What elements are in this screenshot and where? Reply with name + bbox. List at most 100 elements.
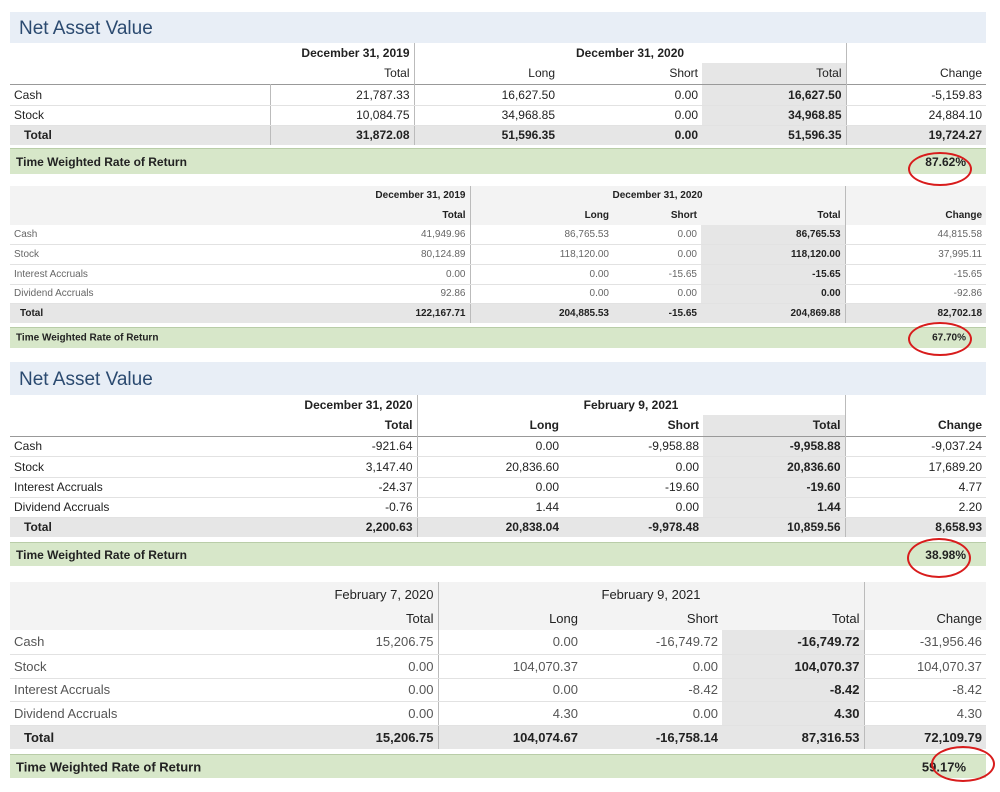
cell: 51,596.35: [413, 125, 559, 145]
nav-table-4: February 7, 2020 February 9, 2021 Total …: [10, 582, 987, 778]
cell: 37,995.11: [844, 244, 987, 265]
cell: 31,872.08: [269, 125, 414, 145]
cell: -9,958.88: [563, 436, 703, 457]
row-label: Total: [10, 303, 222, 323]
table-row: Stock 3,147.40 20,836.60 0.00 20,836.60 …: [10, 456, 986, 478]
cell: 51,596.35: [702, 125, 847, 145]
cell: -19.60: [703, 477, 845, 498]
cell: 24,884.10: [845, 105, 987, 126]
cell: 118,120.00: [701, 244, 846, 265]
table-row: Interest Accruals -24.37 0.00 -19.60 -19…: [10, 477, 986, 498]
cell: 0.00: [613, 284, 701, 304]
table-row: Dividend Accruals -0.76 1.44 0.00 1.44 2…: [10, 497, 986, 518]
cell: 1.44: [416, 497, 563, 518]
cell: 17,689.20: [844, 456, 986, 478]
row-label: Dividend Accruals: [10, 284, 222, 304]
cell: 0.00: [469, 284, 613, 304]
cell: 0.00: [582, 701, 722, 726]
nav-table: December 31, 2019 December 31, 2020 Tota…: [10, 186, 987, 323]
cell: 0.00: [559, 105, 702, 126]
cell: 4.30: [437, 701, 582, 726]
period-1-header: February 7, 2020: [226, 582, 438, 606]
cell: 104,070.37: [863, 654, 987, 679]
cell: 0.00: [613, 225, 701, 245]
table-row: Stock 10,084.75 34,968.85 0.00 34,968.85…: [10, 105, 987, 126]
cell: 44,815.58: [844, 225, 987, 245]
row-label: Cash: [10, 630, 226, 655]
cell: 204,869.88: [701, 303, 846, 323]
cell: 0.00: [559, 125, 702, 145]
total-row: Total 122,167.71 204,885.53 -15.65 204,8…: [10, 303, 987, 323]
col-header: Short: [667, 418, 699, 433]
col-header: Short: [669, 66, 698, 81]
cell: 10,084.75: [269, 105, 414, 126]
period-2-header: December 31, 2020: [413, 43, 847, 63]
table-row: Dividend Accruals 92.86 0.00 0.00 0.00 -…: [10, 284, 987, 304]
twr-label: Time Weighted Rate of Return: [16, 759, 202, 774]
row-label: Dividend Accruals: [10, 497, 272, 518]
cell: -9,958.88: [703, 436, 845, 457]
row-label: Stock: [10, 244, 222, 265]
cell: 41,949.96: [222, 225, 470, 245]
cell: 4.30: [863, 701, 987, 726]
cell: 0.00: [563, 497, 703, 518]
cell: 86,765.53: [701, 225, 846, 245]
row-label: Cash: [10, 84, 270, 106]
cell: 20,836.60: [703, 456, 845, 478]
nav-table-2: December 31, 2019 December 31, 2020 Tota…: [10, 186, 987, 348]
cell: 204,885.53: [469, 303, 613, 323]
col-header: Total: [384, 418, 413, 433]
cell: 86,765.53: [469, 225, 613, 245]
col-header: Short: [613, 205, 701, 225]
col-header: Long: [413, 63, 559, 84]
cell: 3,147.40: [272, 456, 417, 478]
col-header: Change: [844, 415, 986, 436]
cell: 2,200.63: [272, 517, 417, 537]
total-row: Total 31,872.08 51,596.35 0.00 51,596.35…: [10, 125, 987, 145]
cell: -15.65: [844, 264, 987, 285]
cell: -15.65: [701, 264, 846, 285]
nav-table: February 7, 2020 February 9, 2021 Total …: [10, 582, 987, 749]
twr-row: Time Weighted Rate of Return 87.62%: [10, 148, 986, 174]
cell: 0.00: [222, 264, 470, 285]
col-header: Total: [384, 66, 410, 81]
row-label: Total: [10, 517, 272, 537]
table-row: Cash -921.64 0.00 -9,958.88 -9,958.88 -9…: [10, 436, 986, 457]
cell: 0.00: [563, 456, 703, 478]
cell: 20,836.60: [416, 456, 563, 478]
row-label: Total: [10, 125, 270, 145]
cell: 0.00: [613, 244, 701, 265]
col-header: Change: [844, 205, 987, 225]
cell: 80,124.89: [222, 244, 470, 265]
red-circle-annotation: [908, 152, 972, 186]
col-header: Total: [702, 63, 847, 84]
cell: 118,120.00: [469, 244, 613, 265]
red-circle-annotation: [931, 746, 995, 782]
cell: 8,658.93: [844, 517, 986, 537]
cell: -8.42: [582, 678, 722, 702]
col-header: Change: [863, 606, 987, 630]
cell: 16,627.50: [702, 84, 847, 106]
twr-label: Time Weighted Rate of Return: [16, 547, 187, 562]
cell: -9,978.48: [563, 517, 703, 537]
row-label: Stock: [10, 654, 226, 679]
nav-table-3: Net Asset Value December 31, 2020 Februa…: [10, 362, 986, 566]
cell: 15,206.75: [226, 630, 438, 655]
row-label: Dividend Accruals: [10, 701, 226, 726]
cell: 104,074.67: [437, 725, 582, 749]
row-label: Interest Accruals: [10, 678, 226, 702]
period-1-header: December 31, 2019: [222, 186, 470, 205]
cell: -8.42: [722, 678, 865, 702]
table-row: Cash 41,949.96 86,765.53 0.00 86,765.53 …: [10, 225, 987, 245]
nav-table: December 31, 2019 December 31, 2020 Tota…: [10, 43, 987, 145]
row-label: Interest Accruals: [10, 264, 222, 285]
cell: 87,316.53: [722, 725, 865, 749]
cell: 104,070.37: [437, 654, 582, 679]
col-header: Change: [845, 63, 987, 84]
red-circle-annotation: [908, 322, 972, 356]
cell: 92.86: [222, 284, 470, 304]
cell: -92.86: [844, 284, 987, 304]
cell: 82,702.18: [844, 303, 987, 323]
cell: 20,838.04: [416, 517, 563, 537]
cell: 104,070.37: [722, 654, 865, 679]
